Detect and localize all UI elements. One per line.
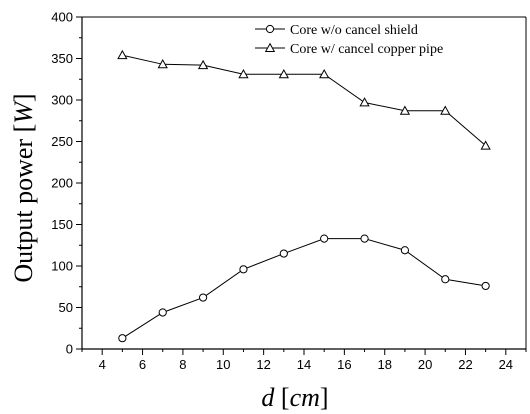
circle-point bbox=[441, 275, 450, 284]
x-axis-title-var: d bbox=[261, 383, 275, 412]
legend-item-1: Core w/o cancel shield bbox=[255, 23, 418, 38]
triangle-point bbox=[319, 68, 330, 79]
x-tick-label: 4 bbox=[99, 357, 106, 372]
x-axis-title-close: ] bbox=[320, 383, 329, 412]
series-1 bbox=[118, 234, 490, 343]
y-tick-label: 150 bbox=[51, 217, 73, 232]
y-tick-label: 100 bbox=[51, 259, 73, 274]
circle-point bbox=[481, 281, 490, 291]
x-tick-label: 14 bbox=[297, 357, 311, 372]
circle-point bbox=[118, 334, 127, 343]
triangle-point bbox=[157, 58, 168, 69]
x-tick-label: 12 bbox=[256, 357, 270, 372]
series-line bbox=[122, 54, 486, 147]
series-line bbox=[122, 238, 486, 339]
x-tick-label: 24 bbox=[499, 357, 513, 372]
y-tick-label: 50 bbox=[59, 300, 73, 315]
legend-label: Core w/o cancel shield bbox=[290, 23, 418, 38]
circle-point bbox=[158, 308, 167, 317]
y-tick-label: 0 bbox=[66, 342, 73, 357]
x-axis-title-unit: cm bbox=[290, 383, 320, 412]
y-tick-label: 300 bbox=[51, 93, 73, 108]
legend-marker bbox=[264, 42, 276, 52]
triangle-point bbox=[480, 140, 491, 150]
x-tick-label: 20 bbox=[418, 357, 432, 372]
triangle-point bbox=[238, 68, 249, 79]
circle-point bbox=[198, 293, 208, 302]
circle-point bbox=[239, 265, 248, 274]
y-axis-title-unit: W bbox=[9, 100, 38, 124]
y-axis-title: Output power [W] bbox=[9, 93, 38, 282]
x-axis-title: d [cm] bbox=[261, 383, 328, 412]
triangle-point bbox=[359, 97, 370, 107]
circle-point bbox=[279, 249, 288, 258]
x-tick-label: 6 bbox=[139, 357, 146, 372]
y-tick-label: 200 bbox=[51, 176, 73, 191]
y-tick-label: 250 bbox=[51, 134, 73, 149]
y-tick-label: 400 bbox=[51, 10, 73, 25]
legend-item-2: Core w/ cancel copper pipe bbox=[255, 42, 443, 57]
triangle-point bbox=[399, 105, 411, 115]
series bbox=[117, 49, 491, 343]
x-tick-label: 10 bbox=[216, 357, 230, 372]
axes bbox=[81, 16, 527, 350]
legend-marker bbox=[265, 24, 275, 34]
x-axis-title-open: [ bbox=[274, 383, 289, 412]
triangle-point bbox=[197, 59, 209, 70]
legend: Core w/o cancel shield Core w/ cancel cop… bbox=[255, 23, 443, 57]
legend-label: Core w/ cancel copper pipe bbox=[290, 42, 443, 57]
circle-point bbox=[360, 234, 369, 243]
y-axis-title-close: ] bbox=[9, 93, 38, 102]
x-tick-label: 16 bbox=[337, 357, 351, 372]
triangle-point bbox=[440, 105, 451, 115]
y-tick-label: 350 bbox=[51, 51, 73, 66]
triangle-point bbox=[278, 68, 289, 79]
series-2 bbox=[117, 49, 491, 150]
circle-point bbox=[320, 234, 329, 243]
triangle-point bbox=[117, 49, 128, 60]
ticks: 4 6 8 10 12 14 16 18 20 22 24 0 50 100 150 200 250 300 350… bbox=[51, 10, 527, 372]
circle-point bbox=[400, 246, 410, 255]
x-tick-label: 8 bbox=[179, 357, 186, 372]
x-tick-label: 18 bbox=[377, 357, 391, 372]
y-axis-title-main: Output power [ bbox=[9, 124, 38, 283]
x-tick-label: 22 bbox=[458, 357, 472, 372]
